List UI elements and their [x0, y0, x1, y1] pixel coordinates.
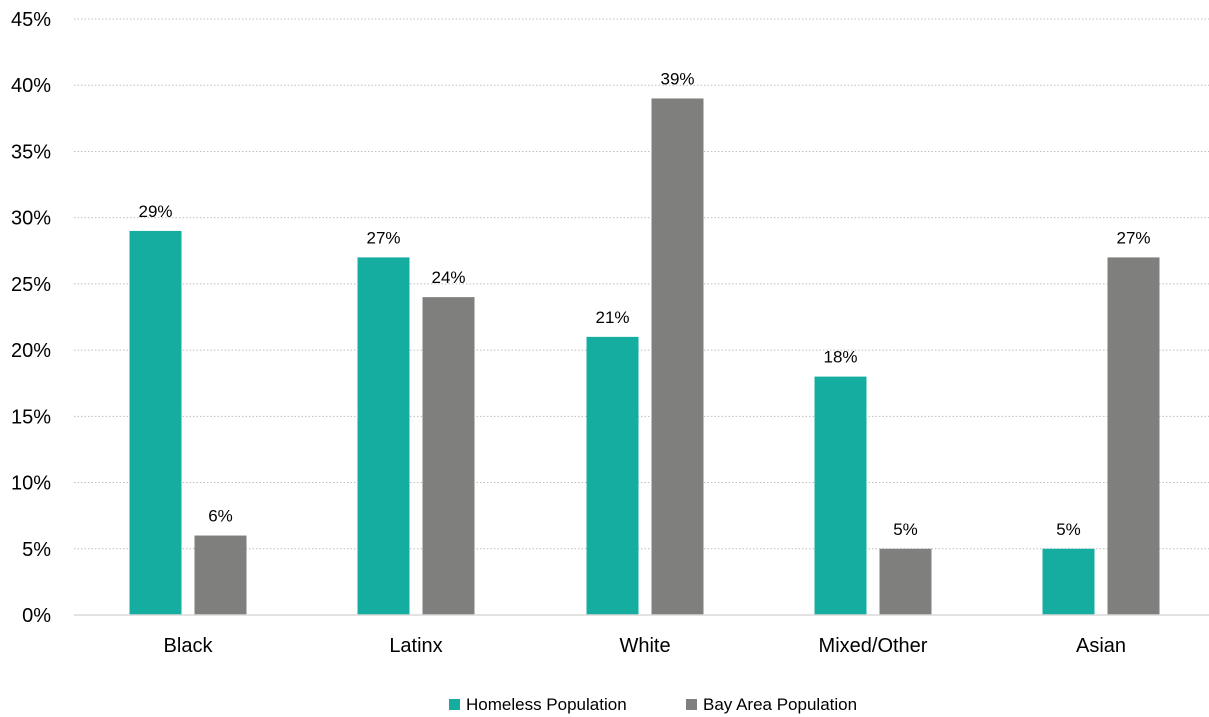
x-tick-label: Latinx: [389, 635, 442, 657]
data-label: 27%: [366, 228, 400, 247]
legend-label: Bay Area Population: [703, 695, 857, 714]
bar: [129, 230, 182, 615]
x-tick-label: Asian: [1076, 635, 1126, 657]
y-tick-label: 10%: [11, 473, 51, 495]
data-label: 39%: [660, 69, 694, 88]
data-label: 21%: [595, 308, 629, 327]
y-tick-label: 45%: [11, 9, 51, 31]
legend: Homeless Population Bay Area Population: [449, 695, 857, 714]
bar: [651, 98, 704, 615]
bar: [422, 297, 475, 615]
y-axis: 0% 5% 10% 15% 20% 25% 30% 35% 40% 45%: [11, 9, 51, 627]
y-tick-label: 40%: [11, 75, 51, 97]
data-label: 5%: [893, 520, 918, 539]
x-axis: Black Latinx White Mixed/Other Asian: [74, 614, 1209, 657]
x-tick-label: Black: [164, 635, 214, 657]
gridlines: [74, 18, 1209, 550]
data-label: 27%: [1116, 228, 1150, 247]
legend-label: Homeless Population: [466, 695, 627, 714]
bars: 29% 6% 27% 24% 21% 39% 18% 5% 5% 27%: [129, 69, 1160, 615]
y-tick-label: 35%: [11, 141, 51, 163]
bar: [357, 257, 410, 615]
bar: [586, 336, 639, 615]
bar: [1042, 548, 1095, 615]
legend-swatch: [686, 699, 697, 710]
y-tick-label: 0%: [22, 605, 51, 627]
x-tick-label: Mixed/Other: [819, 635, 928, 657]
y-tick-label: 5%: [22, 539, 51, 561]
y-tick-label: 25%: [11, 274, 51, 296]
data-label: 18%: [823, 348, 857, 367]
data-label: 6%: [208, 507, 233, 526]
bar: [814, 376, 867, 615]
y-tick-label: 20%: [11, 340, 51, 362]
y-tick-label: 15%: [11, 406, 51, 428]
bar: [194, 535, 247, 615]
data-label: 24%: [431, 268, 465, 287]
data-label: 29%: [138, 202, 172, 221]
bar: [1107, 257, 1160, 615]
legend-swatch: [449, 699, 460, 710]
x-tick-label: White: [619, 635, 670, 657]
y-tick-label: 30%: [11, 208, 51, 230]
bar: [879, 548, 932, 615]
data-label: 5%: [1056, 520, 1081, 539]
